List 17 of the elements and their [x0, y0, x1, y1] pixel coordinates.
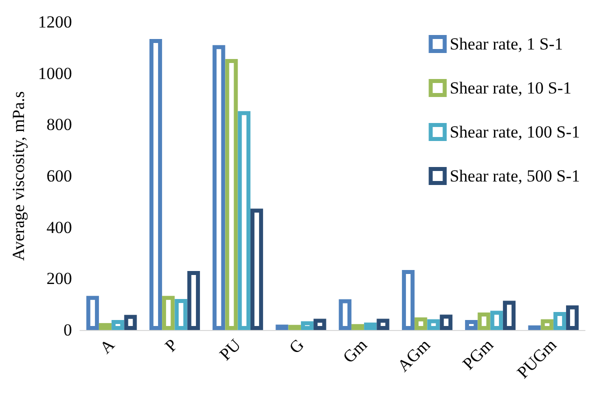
y-tick-label: 400: [46, 218, 72, 237]
x-tick-label: G: [286, 335, 308, 358]
y-tick-label: 800: [46, 115, 72, 134]
legend-label: Shear rate, 1 S-1: [450, 34, 564, 54]
legend-label: Shear rate, 500 S-1: [450, 166, 580, 186]
x-tick-label: P: [161, 335, 182, 356]
x-tick-label: A: [96, 334, 119, 358]
y-tick-label: 1200: [38, 12, 72, 32]
y-axis-title: Average viscosity, mPa.s: [9, 91, 28, 261]
y-tick-label: 1000: [38, 64, 72, 83]
x-tick-label: Gm: [339, 335, 371, 367]
legend-label: Shear rate, 10 S-1: [450, 78, 572, 98]
y-tick-label: 600: [46, 166, 72, 186]
x-tick-label: PU: [216, 335, 245, 364]
legend-label: Shear rate, 100 S-1: [450, 122, 580, 142]
y-tick-label: 0: [64, 320, 72, 340]
y-tick-label: 200: [46, 269, 72, 288]
